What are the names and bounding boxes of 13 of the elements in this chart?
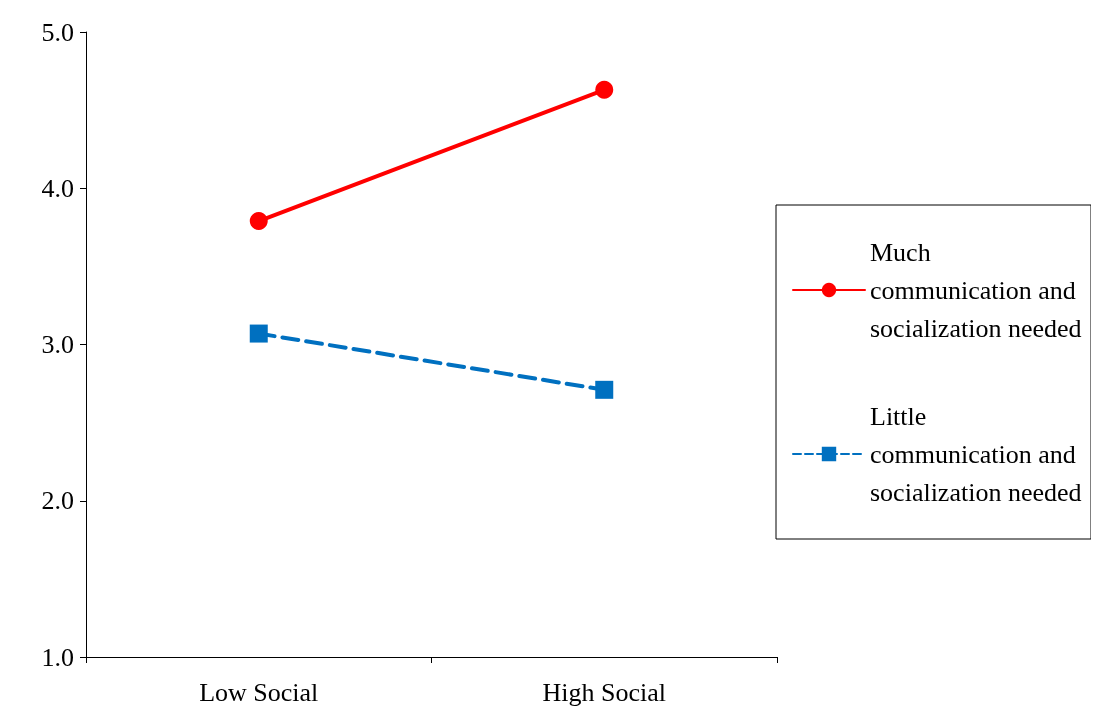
x-tick-label: Low Social [199,677,319,707]
point [249,212,268,231]
y-tick-label: 1.0 [41,642,74,672]
point [595,380,614,399]
y-tick-label: 5.0 [41,17,74,47]
point [249,324,268,343]
x-tick-label: High Social [542,677,666,707]
y-tick-label: 3.0 [41,330,74,359]
legend-label: Much communication and socialization needed [870,237,1083,343]
y-tick-label: 2.0 [41,486,74,516]
y-tick-label: 4.0 [41,173,74,203]
point [595,80,614,99]
legend-label: Little communication and socialization needed [870,401,1083,507]
